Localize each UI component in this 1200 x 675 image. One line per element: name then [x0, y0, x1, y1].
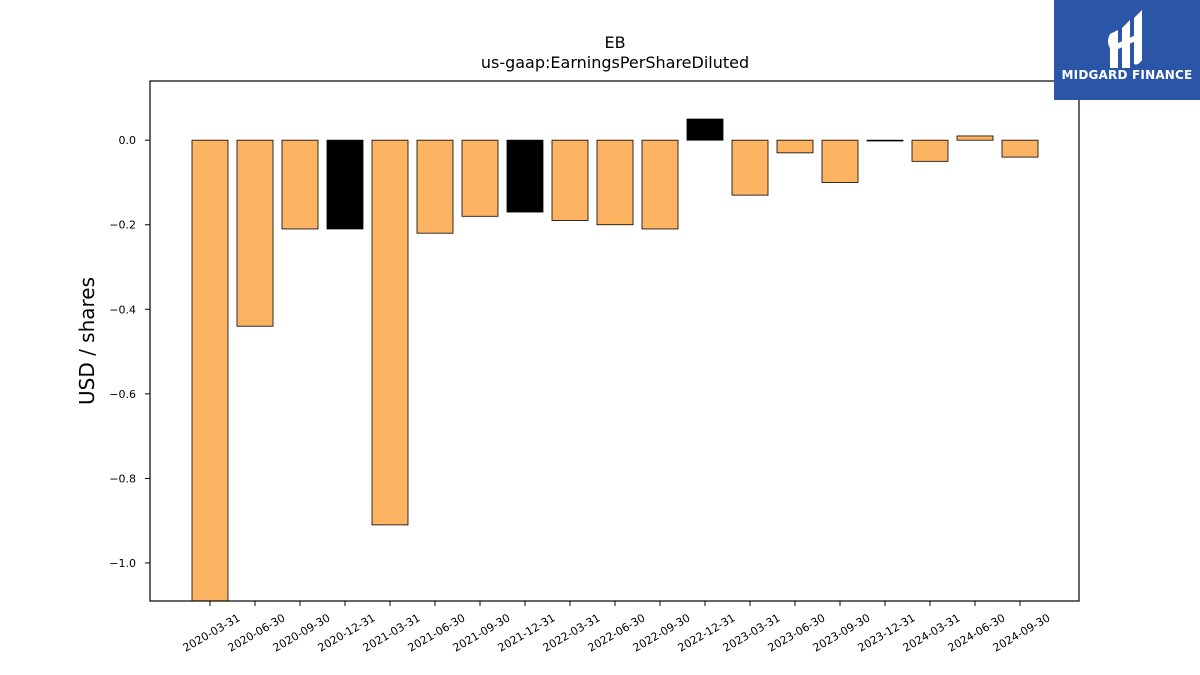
bar-2021-03-31 [371, 139, 409, 526]
bar-2023-12-31 [866, 139, 904, 142]
bar-2024-06-30 [956, 135, 994, 141]
x-ticks-group: 2020-03-312020-06-302020-09-302020-12-31… [181, 601, 1053, 655]
y-tick-label: −0.2 [109, 219, 136, 232]
y-axis-label: USD / shares [75, 277, 99, 405]
bar-2023-03-31 [731, 139, 769, 196]
y-ticks-group: 0.0 −0.2 −0.4 −0.6 −0.8 −1.0 [109, 134, 150, 570]
bar-2024-03-31 [911, 139, 949, 162]
y-tick-label: 0.0 [119, 134, 137, 147]
bar-2022-12-31 [686, 118, 724, 141]
midgard-logo-icon [1108, 10, 1142, 68]
bar-2020-06-30 [236, 139, 274, 327]
bar-2022-06-30 [596, 139, 634, 226]
y-tick-label: −0.6 [109, 388, 136, 401]
logo-text: MIDGARD FINANCE [1061, 68, 1193, 82]
y-tick-label: −0.4 [109, 303, 136, 316]
bar-2024-09-30 [1001, 139, 1039, 158]
bar-2020-03-31 [191, 139, 229, 602]
y-tick-label: −0.8 [109, 472, 136, 485]
bar-2020-09-30 [281, 139, 319, 230]
bar-2021-12-31 [506, 139, 544, 213]
bar-2023-06-30 [776, 139, 814, 154]
bar-2022-09-30 [641, 139, 679, 230]
bar-2022-03-31 [551, 139, 589, 221]
bar-2020-12-31 [326, 139, 364, 230]
bar-2021-06-30 [416, 139, 454, 234]
y-tick-label: −1.0 [109, 557, 136, 570]
chart-title: EB [604, 33, 625, 52]
bar-2021-09-30 [461, 139, 499, 217]
plot-frame [149, 80, 1080, 602]
bars-group [191, 118, 1039, 602]
chart-subtitle: us-gaap:EarningsPerShareDiluted [481, 53, 749, 72]
bar-2023-09-30 [821, 139, 859, 183]
brand-logo: MIDGARD FINANCE [1054, 0, 1200, 100]
